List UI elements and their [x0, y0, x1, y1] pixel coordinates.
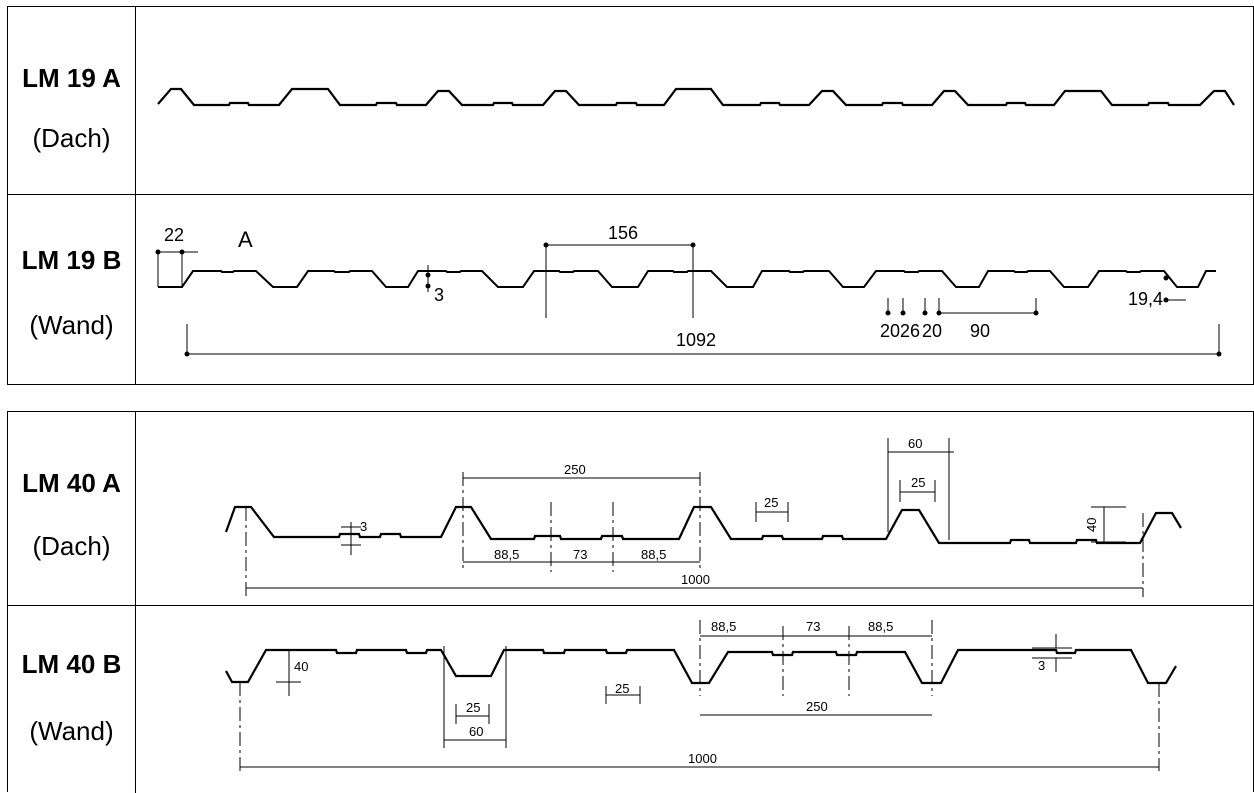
profile-use: (Wand): [29, 716, 114, 746]
dim-label: 22: [164, 225, 184, 245]
dim-label: 19,4: [1128, 289, 1163, 309]
profile-line: [224, 505, 1182, 545]
profile-row-lm19b: LM 19 B (Wand): [8, 195, 1253, 384]
dim-label: 156: [608, 223, 638, 243]
label-cell: LM 40 B (Wand): [8, 606, 136, 793]
dim-label: 20: [880, 321, 900, 341]
profile-row-lm40a: LM 40 A (Dach): [8, 412, 1253, 606]
profile-line: [225, 648, 1177, 685]
label-cell: LM 19 B (Wand): [8, 195, 136, 384]
profile-line: [157, 87, 1235, 107]
profile-use: (Dach): [32, 123, 111, 153]
dim-label: 73: [573, 547, 587, 562]
dim-label: 3: [360, 519, 367, 534]
dim-label: 40: [294, 659, 308, 674]
dim-label: 1000: [681, 572, 710, 587]
dim-label: 25: [615, 681, 629, 696]
dim-label: 88,5: [494, 547, 519, 562]
profile-drawing-lm19b: 22 A 156 3 1092 20 26 20 90 19,4: [155, 223, 1222, 357]
dim-label: 25: [764, 495, 778, 510]
profile-drawing-lm40b: 40 88,5 73 88,5 25 25 60 250 3 1000: [225, 619, 1177, 771]
profile-code: LM 40 B: [21, 649, 122, 679]
dim-label: 60: [469, 724, 483, 739]
dim-label: 20: [922, 321, 942, 341]
profile-code: LM 19 B: [21, 245, 122, 275]
profile-row-lm19a: LM 19 A (Dach): [8, 7, 1253, 195]
profile-table-40: LM 40 A (Dach): [7, 411, 1254, 793]
dim-label: 25: [466, 700, 480, 715]
dim-label: 26: [900, 321, 920, 341]
dim-label: 1092: [676, 330, 716, 350]
profile-code: LM 40 A: [22, 468, 121, 498]
dim-label: 25: [911, 475, 925, 490]
dim-label: 250: [806, 699, 828, 714]
profile-drawing-lm19a: [157, 87, 1235, 107]
profile-table-19: LM 19 A (Dach) LM 19 B (Wand): [7, 6, 1254, 385]
dim-label: 3: [1038, 658, 1045, 673]
dim-label: 73: [806, 619, 820, 634]
dim-label: 60: [908, 436, 922, 451]
dim-label: 1000: [688, 751, 717, 766]
label-cell: LM 19 A (Dach): [8, 7, 136, 194]
dim-label: 3: [434, 285, 444, 305]
dim-label: 250: [564, 462, 586, 477]
profile-row-lm40b: LM 40 B (Wand): [8, 606, 1253, 793]
label-cell: LM 40 A (Dach): [8, 412, 136, 605]
profile-line: [158, 270, 1216, 288]
dim-label: 88,5: [711, 619, 736, 634]
profile-code: LM 19 A: [22, 63, 121, 93]
dim-label: 88,5: [868, 619, 893, 634]
dim-label: 90: [970, 321, 990, 341]
dim-label: 88,5: [641, 547, 666, 562]
profile-use: (Dach): [32, 531, 111, 561]
profile-use: (Wand): [29, 310, 114, 340]
dim-label: A: [238, 227, 253, 252]
profile-drawing-lm40a: 250 60 25 25 3 40 88,5 73 88,5 1000: [224, 436, 1182, 597]
dim-label: 40: [1084, 518, 1099, 532]
